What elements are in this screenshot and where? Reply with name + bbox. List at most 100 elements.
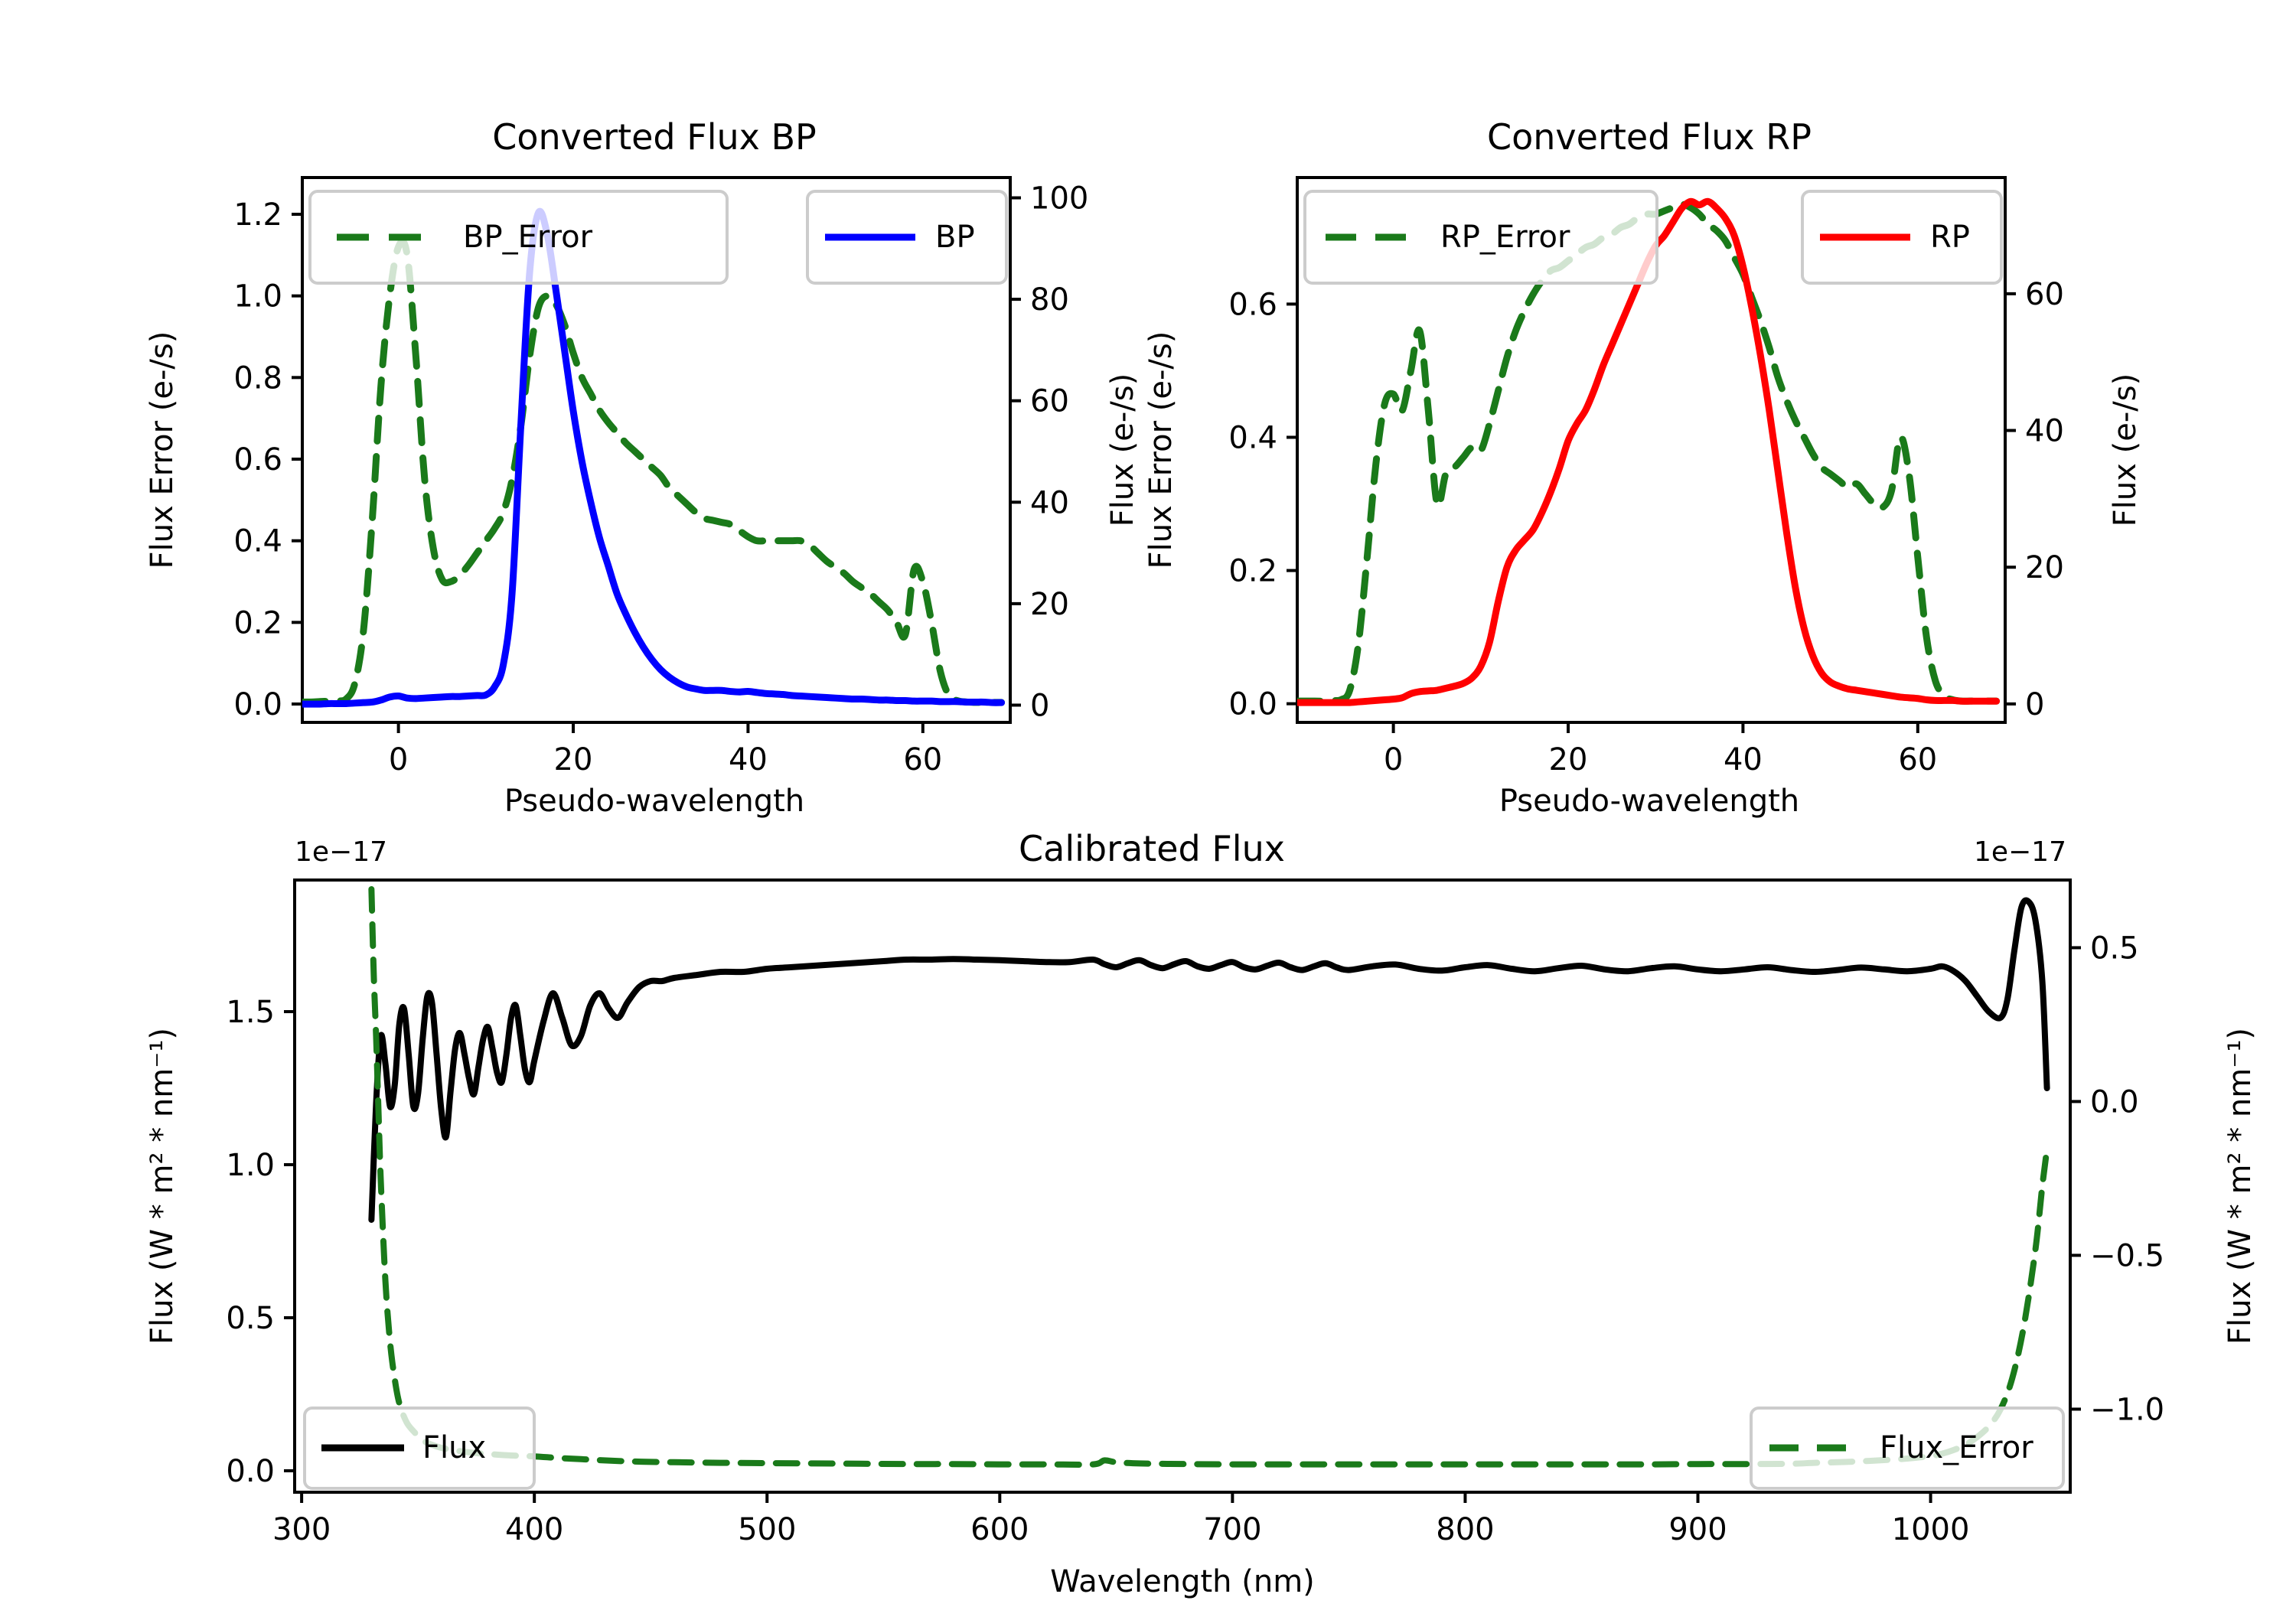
bp-series xyxy=(302,207,1006,708)
y-tick-right-label: −0.5 xyxy=(2090,1238,2164,1273)
x-tick-label: 600 xyxy=(970,1512,1029,1547)
cal-axes-frame xyxy=(293,878,2072,1494)
series-line-bp xyxy=(302,207,1006,708)
cal-yaxis-left-label: Flux (W * m² * nm⁻¹) xyxy=(145,1028,180,1345)
x-tick-label: 0 xyxy=(389,742,408,777)
x-tick-label: 60 xyxy=(903,742,942,777)
y-tick-right-label: 0 xyxy=(1030,688,1049,723)
panel-converted-flux-bp: Converted Flux BP 0.0 0.2 0.4 0.6 0.8 1.0 1.2 … xyxy=(0,0,1148,826)
x-tick-label: 300 xyxy=(272,1512,331,1547)
panel-calibrated-flux: Calibrated Flux 1e−17 1e−17 0.0 0.5 1.0 1.5… xyxy=(0,826,2296,1607)
rp-yaxis-right-label: Flux (e-/s) xyxy=(2108,373,2143,526)
rp-legend-left[interactable]: RP_Error xyxy=(1303,190,1658,285)
rp-right-ticks: 0 20 40 60 xyxy=(2005,277,2064,722)
cal-legend-right-box[interactable] xyxy=(1750,1407,2065,1490)
cal-panel-title: Calibrated Flux xyxy=(1019,828,1285,869)
bp-yaxis-left-label: Flux Error (e-/s) xyxy=(145,331,180,569)
x-tick-label: 60 xyxy=(1898,742,1937,777)
x-tick-label: 400 xyxy=(505,1512,563,1547)
x-tick-label: 40 xyxy=(729,742,768,777)
bp-plot-svg: Converted Flux BP 0.00.20.40.60.81.01.2 … xyxy=(145,116,1140,819)
rp-legend-left-box[interactable] xyxy=(1303,190,1658,285)
bp-x-ticks: 0 20 40 60 xyxy=(389,722,942,777)
y-tick-left-label: 0.4 xyxy=(233,524,282,559)
rp-legend-label: RP xyxy=(1930,220,1970,255)
y-tick-right-label: 20 xyxy=(1030,587,1069,622)
y-tick-right-label: 40 xyxy=(2025,414,2064,449)
panel-converted-flux-rp: Converted Flux RP 0.0 0.2 0.4 0.6 0 20 40 60 0… xyxy=(1143,0,2296,826)
y-tick-left-label: 0.4 xyxy=(1228,420,1277,455)
rp-legend-right[interactable]: RP xyxy=(1801,190,2003,285)
y-tick-right-label: 80 xyxy=(1030,282,1069,318)
cal-legend-left-box[interactable] xyxy=(303,1407,536,1490)
bp-legend-left-box[interactable] xyxy=(308,190,729,285)
cal-left-offset-label: 1e−17 xyxy=(295,836,387,868)
y-tick-left-label: 1.2 xyxy=(233,197,282,233)
rp-axes xyxy=(1296,176,2007,724)
y-tick-right-label: 60 xyxy=(2025,277,2064,312)
rp-panel-title: Converted Flux RP xyxy=(1487,116,1812,158)
bp-xaxis-label: Pseudo-wavelength xyxy=(504,784,804,819)
bp-legend-label: BP xyxy=(935,220,975,255)
y-tick-right-label: −1.0 xyxy=(2090,1392,2164,1427)
bp-yaxis-right-label: Flux (e-/s) xyxy=(1105,373,1140,526)
rp-error-legend-label: RP_Error xyxy=(1440,220,1570,255)
y-tick-right-label: 0.0 xyxy=(2090,1084,2139,1120)
y-tick-right-label: 0 xyxy=(2025,687,2044,722)
x-tick-label: 20 xyxy=(554,742,593,777)
bp-panel-title: Converted Flux BP xyxy=(492,116,817,158)
cal-left-ticks: 0.0 0.5 1.0 1.5 xyxy=(226,995,295,1489)
y-tick-right-label: 20 xyxy=(2025,550,2064,585)
x-tick-label: 700 xyxy=(1203,1512,1261,1547)
rp-left-ticks: 0.0 0.2 0.4 0.6 xyxy=(1228,287,1297,722)
bp-legend-left[interactable]: BP_Error xyxy=(308,190,729,285)
x-tick-label: 900 xyxy=(1668,1512,1727,1547)
cal-series xyxy=(368,886,2050,1468)
y-tick-left-label: 0.8 xyxy=(233,360,282,396)
series-line-flux xyxy=(368,897,2050,1223)
cal-legend-left[interactable]: Flux xyxy=(303,1407,536,1490)
y-tick-left-label: 0.2 xyxy=(233,605,282,641)
y-tick-left-label: 0.0 xyxy=(226,1454,275,1489)
x-tick-label: 20 xyxy=(1549,742,1588,777)
y-tick-left-label: 0.6 xyxy=(1228,287,1277,322)
bp-right-ticks: 0 20 40 60 80 100 xyxy=(1010,181,1088,723)
cal-legend-right[interactable]: Flux_Error xyxy=(1750,1407,2065,1490)
bp-left-ticks: 0.0 0.2 0.4 0.6 0.8 1.0 1.2 xyxy=(233,197,302,722)
y-tick-left-label: 1.5 xyxy=(226,995,275,1030)
bp-legend-right[interactable]: BP xyxy=(806,190,1008,285)
y-tick-left-label: 0.0 xyxy=(233,687,282,722)
rp-plot-svg: Converted Flux RP 0.0 0.2 0.4 0.6 0 20 40 60 0… xyxy=(1143,116,2143,819)
flux-error-legend-label: Flux_Error xyxy=(1880,1430,2033,1465)
bp-error-legend-label: BP_Error xyxy=(463,220,593,255)
y-tick-right-label: 0.5 xyxy=(2090,931,2139,966)
rp-yaxis-left-label: Flux Error (e-/s) xyxy=(1143,331,1179,569)
x-tick-label: 1000 xyxy=(1892,1512,1970,1547)
cal-xaxis-label: Wavelength (nm) xyxy=(1050,1564,1315,1599)
rp-x-ticks: 0 20 40 60 xyxy=(1384,722,1937,777)
series-line-rp_error xyxy=(1297,200,2001,705)
cal-axes xyxy=(293,878,2072,1494)
x-tick-label: 500 xyxy=(738,1512,796,1547)
y-tick-left-label: 0.6 xyxy=(233,442,282,478)
bp-axes-frame xyxy=(301,176,1012,724)
y-tick-right-label: 40 xyxy=(1030,485,1069,520)
y-tick-right-label: 100 xyxy=(1030,181,1088,217)
y-tick-left-label: 0.5 xyxy=(226,1301,275,1336)
cal-plot-svg: Calibrated Flux 1e−17 1e−17 0.0 0.5 1.0 1.5… xyxy=(145,828,2258,1599)
series-line-flux_error xyxy=(368,886,2050,1468)
cal-right-ticks: −1.0 −0.5 0.0 0.5 xyxy=(2070,931,2164,1427)
bp-axes xyxy=(301,176,1012,724)
y-tick-right-label: 60 xyxy=(1030,384,1069,419)
cal-right-offset-label: 1e−17 xyxy=(1974,836,2066,868)
y-tick-left-label: 0.0 xyxy=(1228,687,1277,722)
flux-legend-label: Flux xyxy=(422,1430,486,1465)
y-tick-left-label: 1.0 xyxy=(226,1148,275,1183)
rp-axes-frame xyxy=(1296,176,2007,724)
cal-x-ticks: 300 400 500 600 700 800 900 1000 xyxy=(272,1492,1970,1547)
x-tick-label: 800 xyxy=(1436,1512,1494,1547)
x-tick-label: 40 xyxy=(1724,742,1763,777)
rp-xaxis-label: Pseudo-wavelength xyxy=(1499,784,1799,819)
cal-yaxis-right-label: Flux (W * m² * nm⁻¹) xyxy=(2223,1028,2258,1345)
